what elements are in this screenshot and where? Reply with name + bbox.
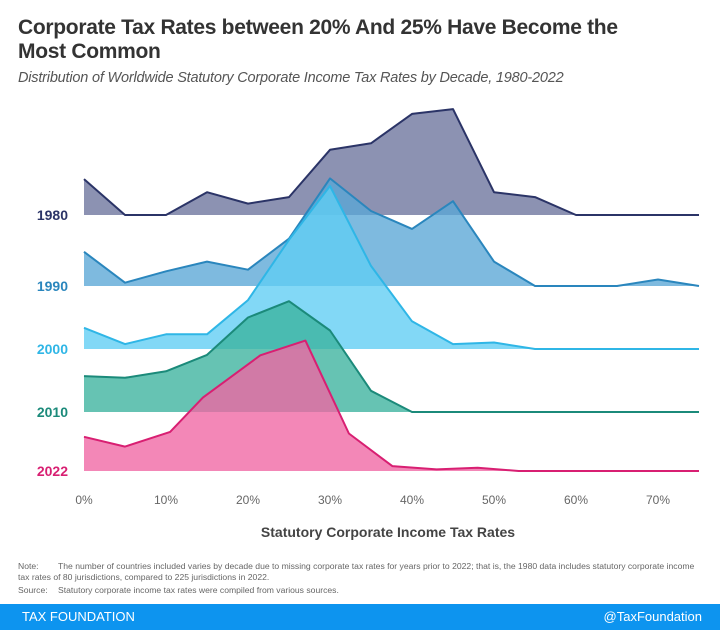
chart-title: Corporate Tax Rates between 20% And 25% … (18, 16, 618, 63)
note: Note: The number of countries included va… (18, 561, 708, 583)
chart-subtitle: Distribution of Worldwide Statutory Corp… (18, 70, 564, 86)
line-2000 (83, 185, 699, 350)
x-tick-label: 40% (400, 493, 424, 507)
series-label-2000: 2000 (37, 341, 68, 357)
twitter-handle[interactable]: @TaxFoundation (603, 609, 702, 624)
area-1990 (84, 178, 699, 286)
x-axis-label: Statutory Corporate Income Tax Rates (260, 524, 516, 540)
line-1990 (83, 177, 700, 287)
ridgeline-chart: 1980 1990 2000 2010 2022 0% 10% 20% 30% 40% 50% 60%… (37, 108, 700, 507)
footer-bar: TAX FOUNDATION @TaxFoundation (0, 604, 720, 630)
x-tick-label: 20% (236, 493, 260, 507)
line-1980 (83, 108, 699, 216)
series-label-2022: 2022 (37, 463, 68, 479)
area-2000 (84, 186, 699, 349)
series-label-1980: 1980 (37, 207, 68, 223)
notes: Note: The number of countries included va… (18, 561, 708, 596)
line-2022 (83, 339, 699, 472)
line-2010 (83, 300, 699, 413)
series-1990: 1990 (37, 177, 700, 294)
series-2022: 2022 (37, 339, 700, 479)
brand-logo: TAX FOUNDATION (22, 609, 135, 624)
area-1980 (84, 109, 699, 215)
area-2022 (84, 340, 699, 471)
x-tick-label: 0% (75, 493, 93, 507)
note-text: The number of countries included varies … (18, 561, 695, 582)
x-tick-label: 10% (154, 493, 178, 507)
x-tick-label: 60% (564, 493, 588, 507)
x-tick-label: 50% (482, 493, 506, 507)
note-label: Note: (18, 561, 39, 571)
source-label: Source: (18, 585, 48, 595)
source: Source: Statutory corporate income tax ra… (18, 585, 708, 596)
x-tick-label: 30% (318, 493, 342, 507)
series-2000: 2000 (37, 185, 700, 357)
x-tick-label: 70% (646, 493, 670, 507)
source-text: Statutory corporate income tax rates wer… (58, 585, 339, 595)
series-1980: 1980 (37, 108, 700, 223)
series-label-1990: 1990 (37, 278, 68, 294)
series-label-2010: 2010 (37, 404, 68, 420)
